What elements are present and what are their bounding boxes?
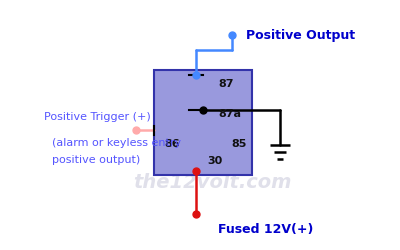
Text: Positive Output: Positive Output xyxy=(246,28,355,42)
Bar xyxy=(154,70,252,175)
Text: positive output): positive output) xyxy=(52,155,140,165)
Text: (alarm or keyless entry: (alarm or keyless entry xyxy=(52,138,181,147)
Text: the12volt.com: the12volt.com xyxy=(133,173,291,192)
Text: Positive Trigger (+): Positive Trigger (+) xyxy=(44,112,151,122)
Text: 87: 87 xyxy=(218,79,234,89)
Text: 87a: 87a xyxy=(218,109,241,119)
Text: 85: 85 xyxy=(231,139,246,149)
Text: Fused 12V(+): Fused 12V(+) xyxy=(218,224,313,236)
Text: 30: 30 xyxy=(207,156,222,166)
Text: 86: 86 xyxy=(164,139,180,149)
